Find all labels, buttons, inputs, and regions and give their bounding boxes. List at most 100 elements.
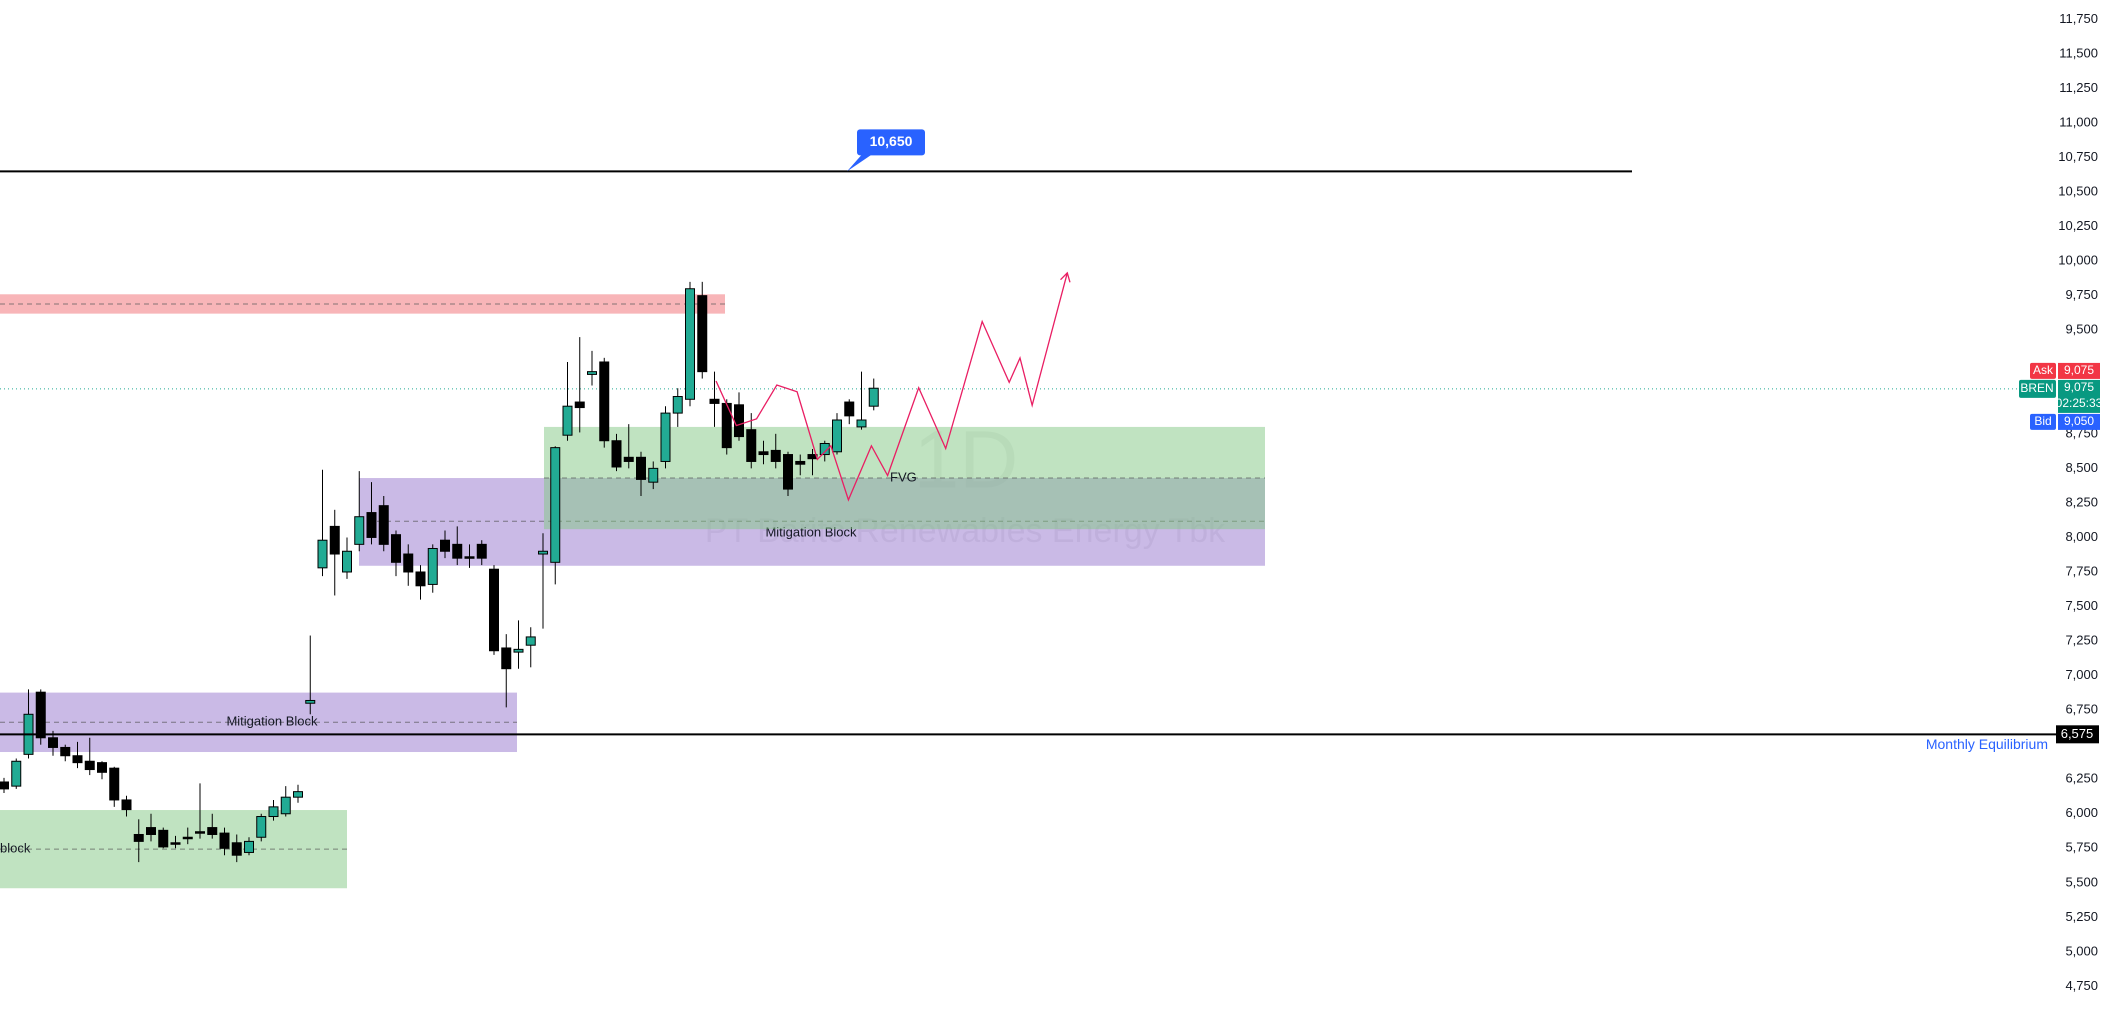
zone-label: Mitigation Block xyxy=(226,714,318,729)
candle-body xyxy=(121,799,132,811)
candle-body xyxy=(623,456,634,462)
candle-body xyxy=(489,568,499,652)
candle-body xyxy=(587,371,597,375)
candle-body xyxy=(207,827,218,835)
ask-label: 9,075 xyxy=(2064,363,2094,377)
candle-body xyxy=(599,361,610,442)
countdown: 02:25:33 xyxy=(2056,396,2103,410)
last-badge xyxy=(2058,379,2100,413)
bid-name: Bid xyxy=(2034,414,2051,428)
last-label: 9,075 xyxy=(2064,380,2094,394)
candle-body xyxy=(819,442,830,456)
target-pointer xyxy=(847,154,872,172)
candle-body xyxy=(378,505,389,545)
candles xyxy=(0,281,879,863)
candle-body xyxy=(48,737,58,748)
candle-body xyxy=(60,746,71,757)
ask-name-badge xyxy=(2030,362,2056,379)
candle-body xyxy=(293,791,303,798)
candle-body xyxy=(697,295,708,373)
candle-body xyxy=(256,816,267,838)
equilibrium-name: Monthly Equilibrium xyxy=(1926,736,2048,752)
symbol-badge xyxy=(2019,379,2056,398)
candle-body xyxy=(648,467,659,483)
candle-body xyxy=(415,571,426,587)
symbol: BREN xyxy=(2020,381,2053,395)
y-tick-label: 5,250 xyxy=(2065,909,2098,924)
candle-body xyxy=(11,760,22,787)
candle-body xyxy=(109,767,120,801)
candle-body xyxy=(342,550,352,573)
candle-body xyxy=(280,796,291,815)
y-tick-label: 10,000 xyxy=(2058,253,2098,268)
y-tick-label: 7,750 xyxy=(2065,563,2098,578)
candle-body xyxy=(550,447,561,563)
y-tick-label: 11,000 xyxy=(2059,114,2098,129)
zone xyxy=(0,692,517,753)
candle-body xyxy=(734,404,744,438)
candle-body xyxy=(158,829,169,848)
y-tick-label: 8,000 xyxy=(2065,529,2098,544)
candle-body xyxy=(758,451,769,456)
candle-body xyxy=(219,832,230,849)
candle-body xyxy=(354,516,365,545)
candle-body xyxy=(0,781,9,790)
y-tick-label: 10,500 xyxy=(2058,183,2098,198)
overlay: 10,650 Monthly Equilibrium 4,750 5,000 5,250… xyxy=(0,11,2103,993)
candle-body xyxy=(268,806,279,818)
y-tick-label: 8,250 xyxy=(2065,494,2098,509)
candle-body xyxy=(329,525,340,555)
candle-body xyxy=(636,456,646,480)
candle-body xyxy=(783,454,793,490)
candle-body xyxy=(538,550,548,555)
y-tick-label: 4,750 xyxy=(2065,978,2098,993)
candle-body xyxy=(84,760,95,771)
candle-body xyxy=(133,833,144,842)
y-tick-label: 10,250 xyxy=(2058,218,2098,233)
candle-body xyxy=(562,405,573,436)
y-tick-label: 6,750 xyxy=(2065,702,2098,717)
candle-body xyxy=(317,539,328,569)
candle-body xyxy=(231,842,242,856)
candle-body xyxy=(501,647,512,670)
candle-body xyxy=(440,539,450,552)
bid-label: 9,050 xyxy=(2064,414,2094,428)
candle-body xyxy=(746,429,757,462)
candle-body xyxy=(403,553,414,573)
y-tick-label: 9,500 xyxy=(2065,322,2098,337)
y-tick-label: 5,500 xyxy=(2065,874,2098,889)
bid-badge xyxy=(2058,413,2100,430)
equilibrium-label: 6,575 xyxy=(2061,726,2094,741)
y-tick-label: 7,250 xyxy=(2065,632,2098,647)
candle-body xyxy=(856,419,867,428)
candle-body xyxy=(244,840,254,853)
y-tick-label: 10,750 xyxy=(2058,149,2098,164)
candle-body xyxy=(868,387,879,407)
candle-body xyxy=(72,755,83,764)
candle-body xyxy=(832,419,842,453)
y-tick-label: 9,750 xyxy=(2065,287,2098,302)
candle-body xyxy=(770,449,781,462)
candle-body xyxy=(611,440,622,468)
candle-body xyxy=(305,699,316,704)
candle-body xyxy=(182,836,193,840)
zone-label: FVG xyxy=(890,469,917,484)
candle-body xyxy=(427,547,438,585)
candle-body xyxy=(574,401,585,409)
y-tick-label: 6,250 xyxy=(2065,771,2098,786)
candle-body xyxy=(391,534,401,563)
candle-body xyxy=(195,831,205,834)
y-tick-label: 5,000 xyxy=(2065,943,2098,958)
y-tick-label: 11,750 xyxy=(2059,11,2098,26)
y-tick-label: 8,500 xyxy=(2065,460,2098,475)
candle-body xyxy=(685,288,695,400)
candle-body xyxy=(660,412,671,462)
y-tick-label: 6,000 xyxy=(2065,805,2098,820)
candle-body xyxy=(366,512,377,538)
y-tick-label: 5,750 xyxy=(2065,840,2098,855)
y-tick-label: 11,500 xyxy=(2059,45,2098,60)
candle-body xyxy=(844,401,855,417)
projection-arrow xyxy=(1061,273,1070,282)
candle-body xyxy=(513,648,524,653)
